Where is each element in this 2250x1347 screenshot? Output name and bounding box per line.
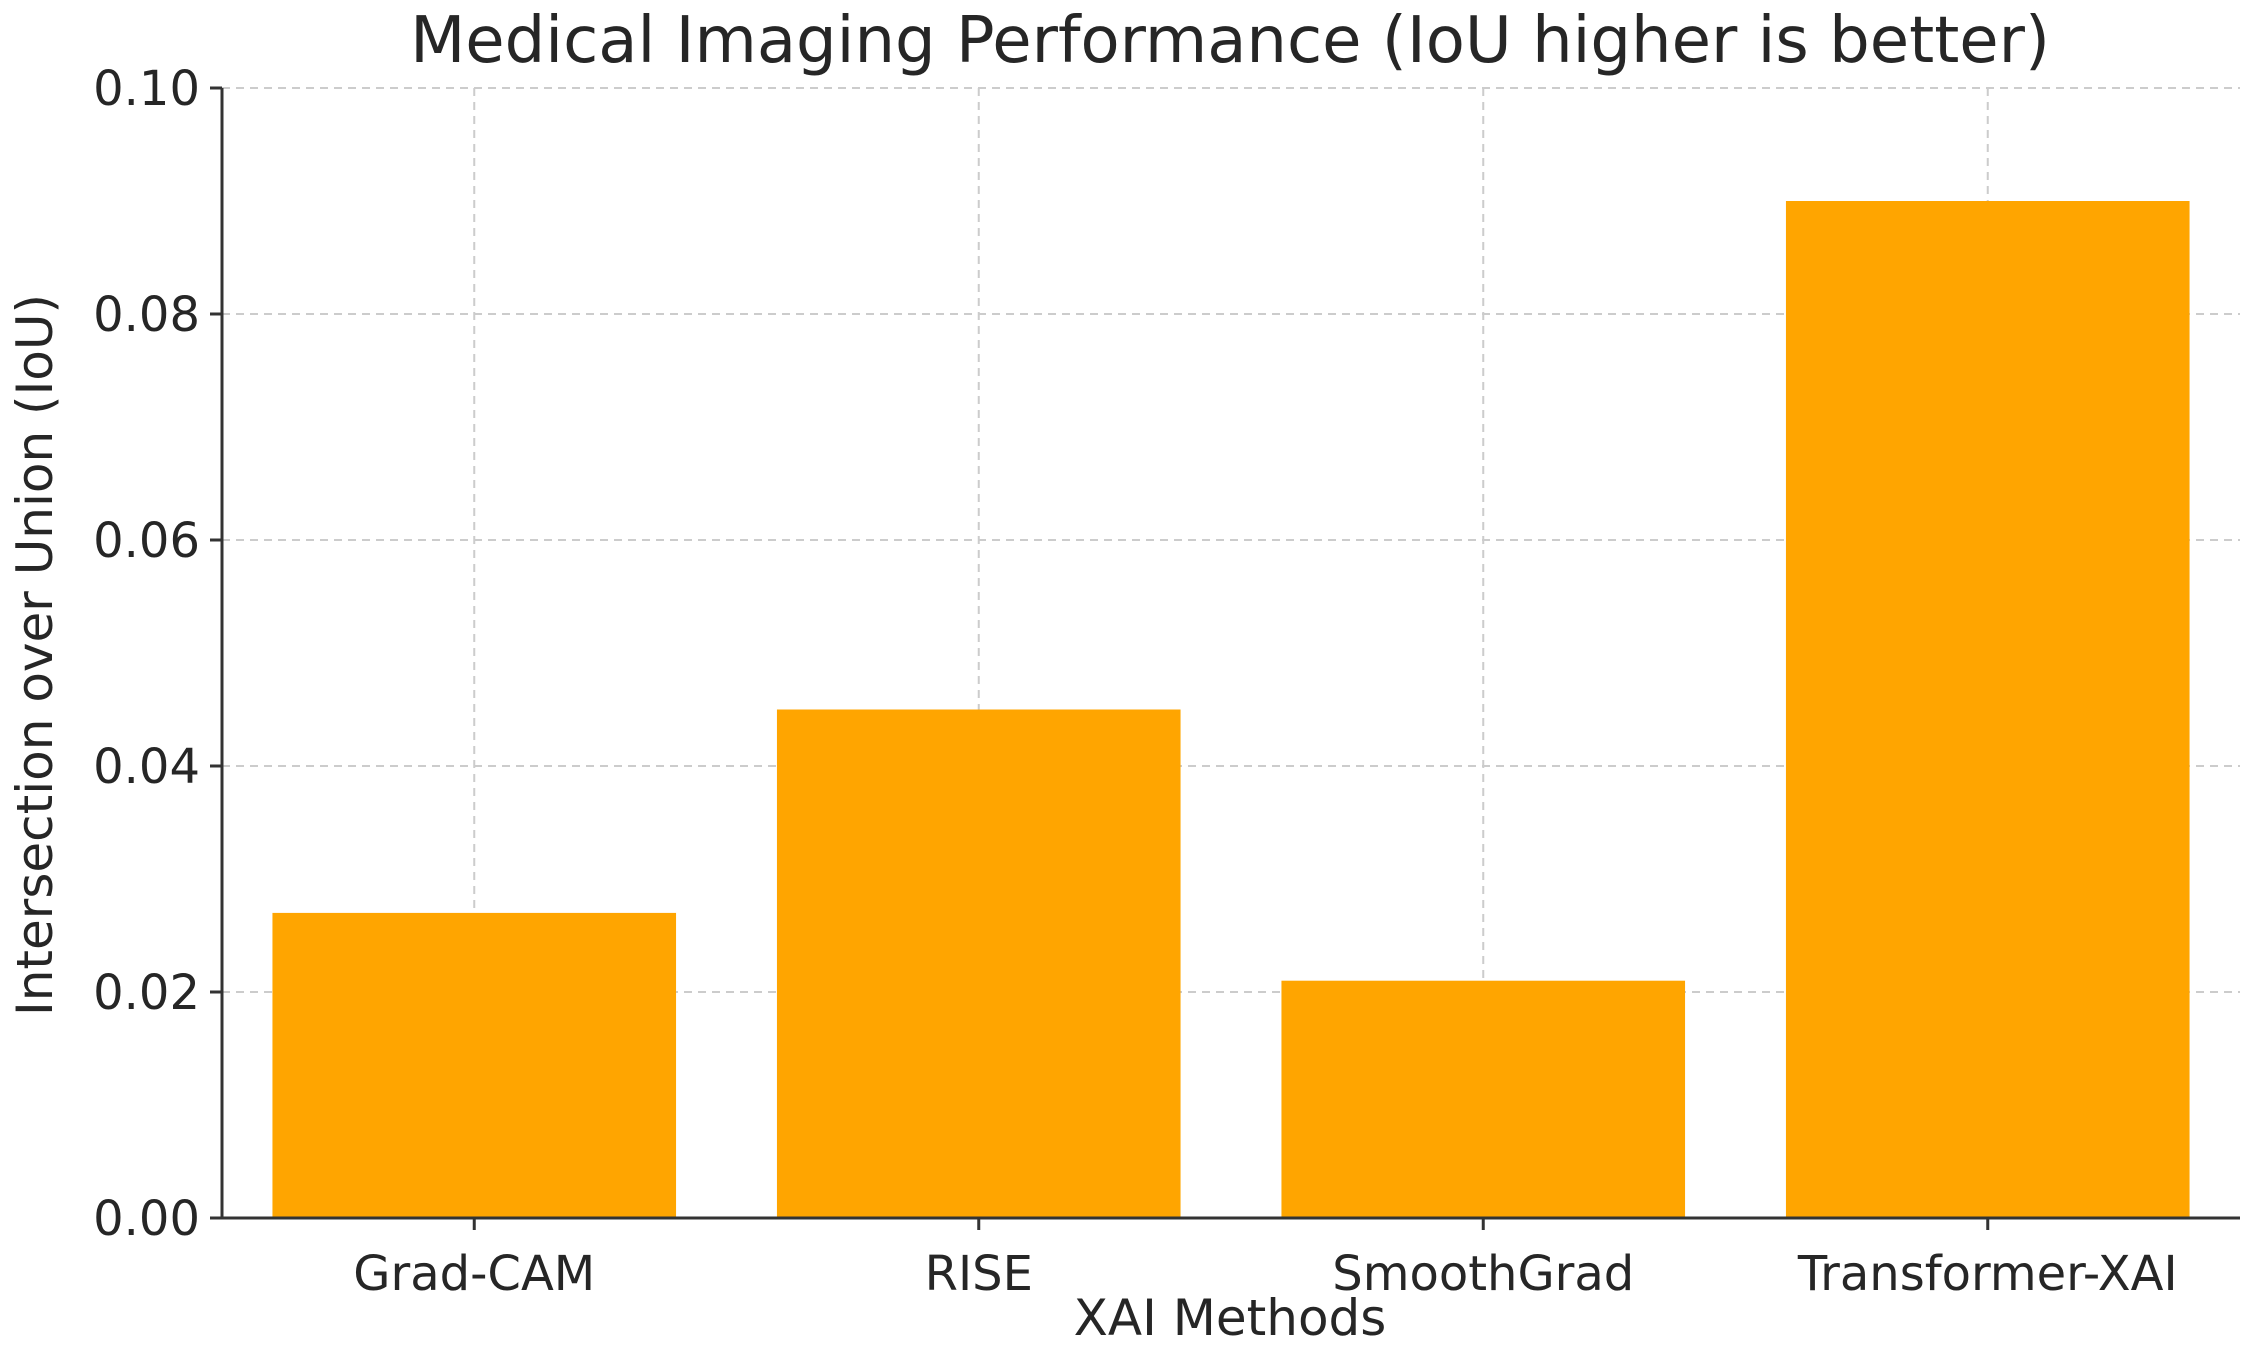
bar-grad-cam xyxy=(272,912,677,1218)
axis-spines xyxy=(220,88,2240,1220)
y-tick-label: 0.02 xyxy=(93,965,200,1021)
bar-transformer-xai xyxy=(1785,201,2190,1218)
x-tick-label: RISE xyxy=(925,1246,1033,1302)
axes xyxy=(210,86,2240,1230)
bars xyxy=(272,201,2190,1218)
x-tick-label: Transformer-XAI xyxy=(1797,1246,2178,1302)
x-tick-label: Grad-CAM xyxy=(353,1246,595,1302)
y-axis-label: Intersection over Union (IoU) xyxy=(6,294,64,1016)
y-tick-label: 0.08 xyxy=(93,287,200,343)
x-axis-label: XAI Methods xyxy=(1074,1289,1387,1347)
tick-labels: 0.00 0.02 0.04 0.06 0.08 0.10 Grad-CAM RISE Smoo… xyxy=(93,61,2178,1302)
chart-title: Medical Imaging Performance (IoU higher … xyxy=(410,4,2050,78)
y-tick-label: 0.06 xyxy=(93,513,200,569)
y-tick-label: 0.00 xyxy=(93,1191,200,1247)
bar-smoothgrad xyxy=(1281,980,1686,1218)
x-tick-label: SmoothGrad xyxy=(1332,1246,1634,1302)
bar-rise xyxy=(776,709,1181,1218)
y-tick-label: 0.04 xyxy=(93,739,200,795)
y-tick-label: 0.10 xyxy=(93,61,200,117)
